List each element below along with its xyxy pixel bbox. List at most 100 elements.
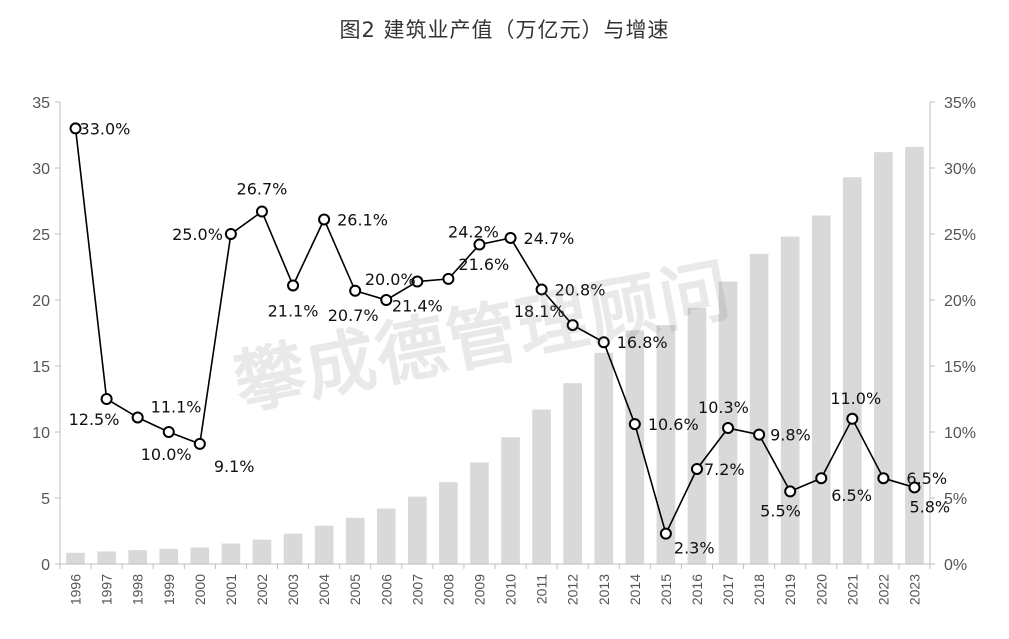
data-label-2006: 20.0% [365, 270, 416, 289]
bar-2013 [594, 352, 614, 564]
growth-point-2005 [349, 284, 362, 297]
bar-2002 [252, 539, 272, 564]
growth-point-2012 [566, 319, 579, 332]
data-label-2011: 20.8% [555, 280, 606, 299]
x-tick-label-2007: 2007 [409, 574, 425, 605]
x-tick-label-2009: 2009 [471, 574, 487, 605]
growth-point-2014 [628, 418, 641, 431]
x-tick-label-2019: 2019 [782, 574, 798, 605]
growth-point-2019 [784, 485, 797, 498]
x-tick-label-1998: 1998 [130, 574, 146, 605]
right-tick-label: 5% [944, 491, 967, 508]
data-label-2020: 6.5% [831, 486, 872, 505]
growth-point-2008 [442, 272, 455, 285]
bar-1996 [66, 552, 85, 564]
bar-2000 [190, 547, 210, 564]
growth-point-2020 [815, 472, 828, 485]
bar-2020 [811, 215, 831, 564]
data-label-2004: 26.1% [337, 210, 388, 229]
growth-point-2004 [318, 213, 331, 226]
bar-2001 [221, 543, 241, 564]
growth-point-2003 [287, 279, 300, 292]
growth-line [74, 128, 915, 536]
left-tick-label: 5 [41, 491, 50, 508]
x-tick-label-2013: 2013 [596, 574, 612, 605]
bar-group [66, 146, 924, 565]
data-label-2000: 9.1% [214, 457, 255, 476]
left-tick-label: 25 [32, 227, 50, 244]
bar-1999 [159, 548, 179, 564]
bar-2016 [687, 307, 707, 564]
x-tick-label-2002: 2002 [254, 574, 270, 605]
right-tick-label: 30% [944, 161, 976, 178]
left-tick-label: 30 [32, 161, 50, 178]
bar-2005 [345, 517, 365, 564]
growth-point-2007 [411, 275, 424, 288]
right-tick-label: 20% [944, 293, 976, 310]
x-tick-label-2003: 2003 [285, 574, 301, 605]
data-label-2022: 6.5% [906, 469, 947, 488]
data-label-2001: 25.0% [172, 225, 223, 244]
x-tick-label-2023: 2023 [906, 574, 922, 605]
growth-point-2011 [535, 283, 548, 296]
x-tick-label-2012: 2012 [565, 574, 581, 605]
growth-point-2009 [473, 238, 486, 251]
data-label-2009: 24.2% [448, 223, 499, 242]
growth-point-2021 [846, 412, 859, 425]
x-tick-label-2001: 2001 [223, 574, 239, 605]
data-label-2013: 16.8% [617, 333, 668, 352]
x-tick-label-2015: 2015 [658, 574, 674, 605]
x-tick-label-2004: 2004 [316, 574, 332, 605]
growth-point-1997 [100, 393, 113, 405]
bar-2023 [905, 146, 924, 564]
data-label-2023: 5.8% [909, 497, 950, 516]
x-tick-label-2016: 2016 [689, 574, 705, 605]
x-tick-label-1999: 1999 [161, 574, 177, 605]
data-label-2008: 21.6% [458, 255, 509, 274]
x-tick-label-2000: 2000 [192, 574, 208, 605]
data-label-2021: 11.0% [830, 389, 881, 408]
left-tick-label: 15 [32, 359, 50, 376]
bar-2021 [843, 177, 862, 565]
data-label-2010: 24.7% [524, 229, 575, 248]
data-label-1998: 11.1% [151, 397, 202, 416]
x-tick-label-2008: 2008 [440, 574, 456, 605]
x-tick-label-2006: 2006 [378, 574, 394, 605]
left-tick-label: 20 [32, 293, 50, 310]
growth-point-1998 [131, 411, 144, 424]
growth-point-2002 [255, 205, 268, 218]
growth-line-group [69, 122, 921, 540]
growth-point-2000 [193, 437, 206, 450]
data-label-2005: 20.7% [328, 306, 379, 325]
right-tick-label: 15% [944, 359, 976, 376]
growth-point-2013 [597, 336, 610, 349]
data-label-2014: 10.6% [648, 415, 699, 434]
x-tick-label-2018: 2018 [751, 574, 767, 605]
data-label-1999: 10.0% [141, 445, 192, 464]
x-tick-label-2021: 2021 [844, 574, 860, 605]
bar-1998 [128, 550, 147, 564]
x-tick-label-1996: 1996 [68, 574, 84, 605]
bar-2006 [376, 508, 396, 564]
x-tick-label-2011: 2011 [534, 574, 550, 604]
bar-2022 [874, 152, 893, 564]
data-label-group: 33.0% 12.5% 11.1% 10.0% 9.1% 25.0% 26.7% 21.1% 2… [69, 119, 951, 557]
data-label-2017: 10.3% [698, 398, 749, 417]
bar-2008 [439, 482, 458, 564]
growth-point-2018 [753, 428, 766, 441]
bar-2012 [563, 383, 582, 564]
data-label-1997: 12.5% [69, 410, 120, 429]
bar-2009 [470, 462, 489, 564]
growth-point-2001 [224, 228, 237, 240]
x-tick-label-2014: 2014 [627, 574, 643, 605]
data-label-2016: 7.2% [704, 460, 745, 479]
growth-point-2017 [722, 422, 735, 435]
chart-title: 图2 建筑业产值（万亿元）与增速 [339, 18, 670, 42]
data-label-2019: 5.5% [760, 501, 801, 520]
data-label-2003: 21.1% [268, 301, 319, 320]
right-tick-label: 35% [944, 95, 976, 112]
bar-2018 [749, 253, 769, 565]
bar-2010 [501, 437, 520, 564]
right-tick-label: 25% [944, 227, 976, 244]
